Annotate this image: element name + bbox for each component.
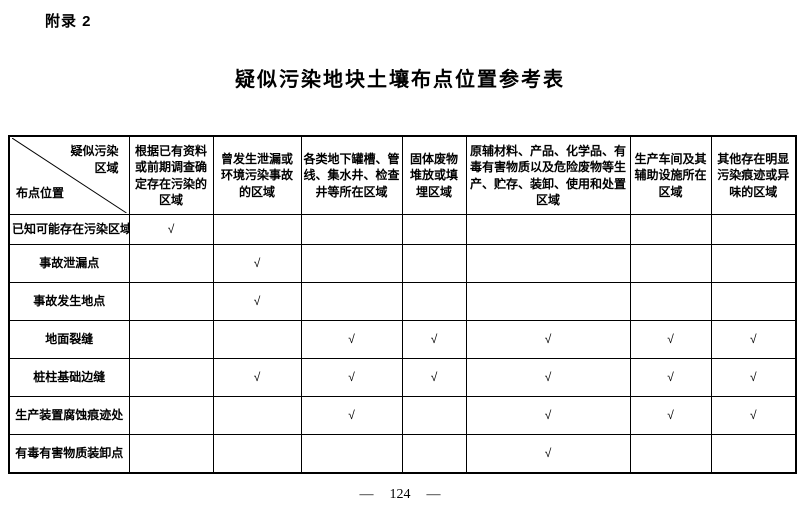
appendix-label: 附录 2 (45, 13, 92, 30)
corner-row-axis-label: 布点位置 (16, 185, 65, 200)
check-cell (401, 214, 467, 245)
check-cell (300, 434, 403, 473)
row-label: 事故泄漏点 (8, 244, 130, 283)
corner-header-cell: 疑似污染 区域 布点位置 (8, 135, 130, 215)
check-cell (128, 244, 214, 283)
row-label: 有毒有害物质装卸点 (8, 434, 130, 473)
footer-right-dash: — (426, 487, 441, 502)
column-header: 原辅材料、产品、化学品、有毒有害物质以及危险废物等生产、贮存、装卸、使用和处置区… (465, 135, 631, 215)
check-cell: √ (710, 396, 797, 435)
table-row: 桩柱基础边缝 √ √ √ √ √ √ (8, 358, 797, 397)
column-header: 生产车间及其辅助设施所在区域 (629, 135, 712, 215)
table-header-row: 疑似污染 区域 布点位置 根据已有资料或前期调查确定存在污染的区域 曾发生泄漏或… (8, 135, 797, 215)
check-cell (465, 244, 631, 283)
check-cell: √ (212, 282, 302, 321)
check-cell (128, 358, 214, 397)
check-cell (710, 282, 797, 321)
column-header: 其他存在明显污染痕迹或异味的区域 (710, 135, 797, 215)
check-cell: √ (465, 358, 631, 397)
check-cell: √ (300, 320, 403, 359)
table-row: 事故发生地点 √ (8, 282, 797, 321)
check-cell: √ (710, 358, 797, 397)
check-cell (212, 214, 302, 245)
table-row: 已知可能存在污染区域 √ (8, 214, 797, 245)
row-label: 事故发生地点 (8, 282, 130, 321)
check-cell (710, 244, 797, 283)
column-header: 曾发生泄漏或环境污染事故的区域 (212, 135, 302, 215)
diagonal-divider-line (12, 138, 127, 213)
check-cell: √ (465, 434, 631, 473)
corner-column-axis-label: 疑似污染 区域 (70, 144, 119, 175)
check-cell (710, 434, 797, 473)
check-cell: √ (212, 244, 302, 283)
check-cell: √ (212, 358, 302, 397)
check-cell (212, 434, 302, 473)
check-cell: √ (629, 396, 712, 435)
column-header: 固体废物堆放或填埋区域 (401, 135, 467, 215)
row-label: 地面裂缝 (8, 320, 130, 359)
check-cell (401, 244, 467, 283)
check-cell: √ (300, 358, 403, 397)
footer-left-dash: — (359, 487, 374, 502)
check-cell: √ (300, 396, 403, 435)
check-cell: √ (629, 320, 712, 359)
check-cell: √ (465, 396, 631, 435)
table-row: 有毒有害物质装卸点 √ (8, 434, 797, 473)
sampling-location-reference-table: 疑似污染 区域 布点位置 根据已有资料或前期调查确定存在污染的区域 曾发生泄漏或… (8, 135, 797, 474)
check-cell (128, 434, 214, 473)
check-cell: √ (128, 214, 214, 245)
check-cell: √ (401, 358, 467, 397)
check-cell (465, 282, 631, 321)
table-row: 地面裂缝 √ √ √ √ √ (8, 320, 797, 359)
check-cell (710, 214, 797, 245)
page-footer: — 124 — (0, 487, 800, 503)
check-cell: √ (710, 320, 797, 359)
row-label: 生产装置腐蚀痕迹处 (8, 396, 130, 435)
check-cell (212, 320, 302, 359)
page-number: 124 (389, 487, 411, 502)
check-cell (629, 282, 712, 321)
row-label: 已知可能存在污染区域 (8, 214, 130, 245)
page-title: 疑似污染地块土壤布点位置参考表 (235, 69, 565, 91)
check-cell: √ (465, 320, 631, 359)
check-cell (128, 396, 214, 435)
check-cell: √ (401, 320, 467, 359)
check-cell: √ (629, 358, 712, 397)
check-cell (629, 244, 712, 283)
table-row: 事故泄漏点 √ (8, 244, 797, 283)
check-cell (629, 214, 712, 245)
table-row: 生产装置腐蚀痕迹处 √ √ √ √ (8, 396, 797, 435)
check-cell (300, 244, 403, 283)
check-cell (465, 214, 631, 245)
column-header: 根据已有资料或前期调查确定存在污染的区域 (128, 135, 214, 215)
row-label: 桩柱基础边缝 (8, 358, 130, 397)
check-cell (300, 214, 403, 245)
check-cell (629, 434, 712, 473)
check-cell (300, 282, 403, 321)
check-cell (401, 282, 467, 321)
check-cell (401, 434, 467, 473)
column-header: 各类地下罐槽、管线、集水井、检查井等所在区域 (300, 135, 403, 215)
check-cell (212, 396, 302, 435)
check-cell (401, 396, 467, 435)
check-cell (128, 320, 214, 359)
check-cell (128, 282, 214, 321)
